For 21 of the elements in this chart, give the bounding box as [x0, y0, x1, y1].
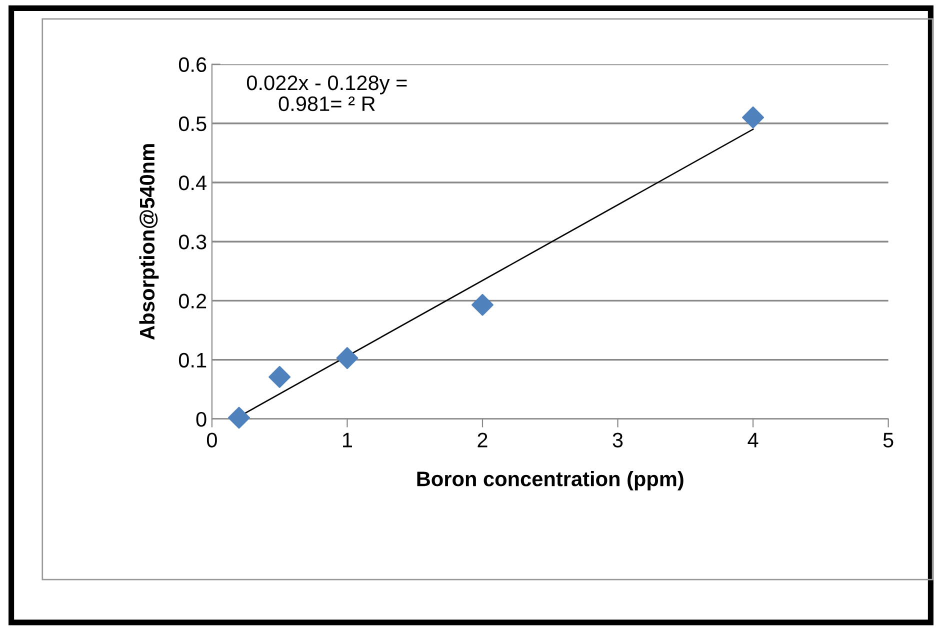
point [336, 347, 358, 370]
y-axis-title: Absorption@540nm [139, 144, 159, 340]
x-tick-label: 0 [206, 432, 217, 448]
x-tick-label: 3 [612, 432, 623, 448]
x-tick-label: 4 [748, 432, 758, 448]
annotation: 0.022x - 0.128y = 0.981= ² R [246, 75, 407, 112]
point [472, 294, 494, 316]
point [268, 366, 291, 388]
y-tick-label: 0.2 [178, 294, 206, 308]
point [742, 106, 764, 128]
y-tick-label: 0.1 [178, 352, 206, 368]
y-tick-label: 0 [196, 412, 206, 427]
x-tick-label: 5 [883, 432, 894, 448]
point [228, 406, 250, 429]
y-tick-label: 0.3 [178, 234, 206, 250]
x-tick-label: 2 [478, 432, 488, 448]
y-tick-label: 0.4 [178, 175, 206, 190]
y-tick-label: 0.5 [178, 116, 206, 132]
x-axis-title: Boron concentration (ppm) [417, 471, 684, 490]
y-tick-label: 0.6 [178, 57, 206, 72]
x-tick-label: 1 [343, 432, 352, 448]
